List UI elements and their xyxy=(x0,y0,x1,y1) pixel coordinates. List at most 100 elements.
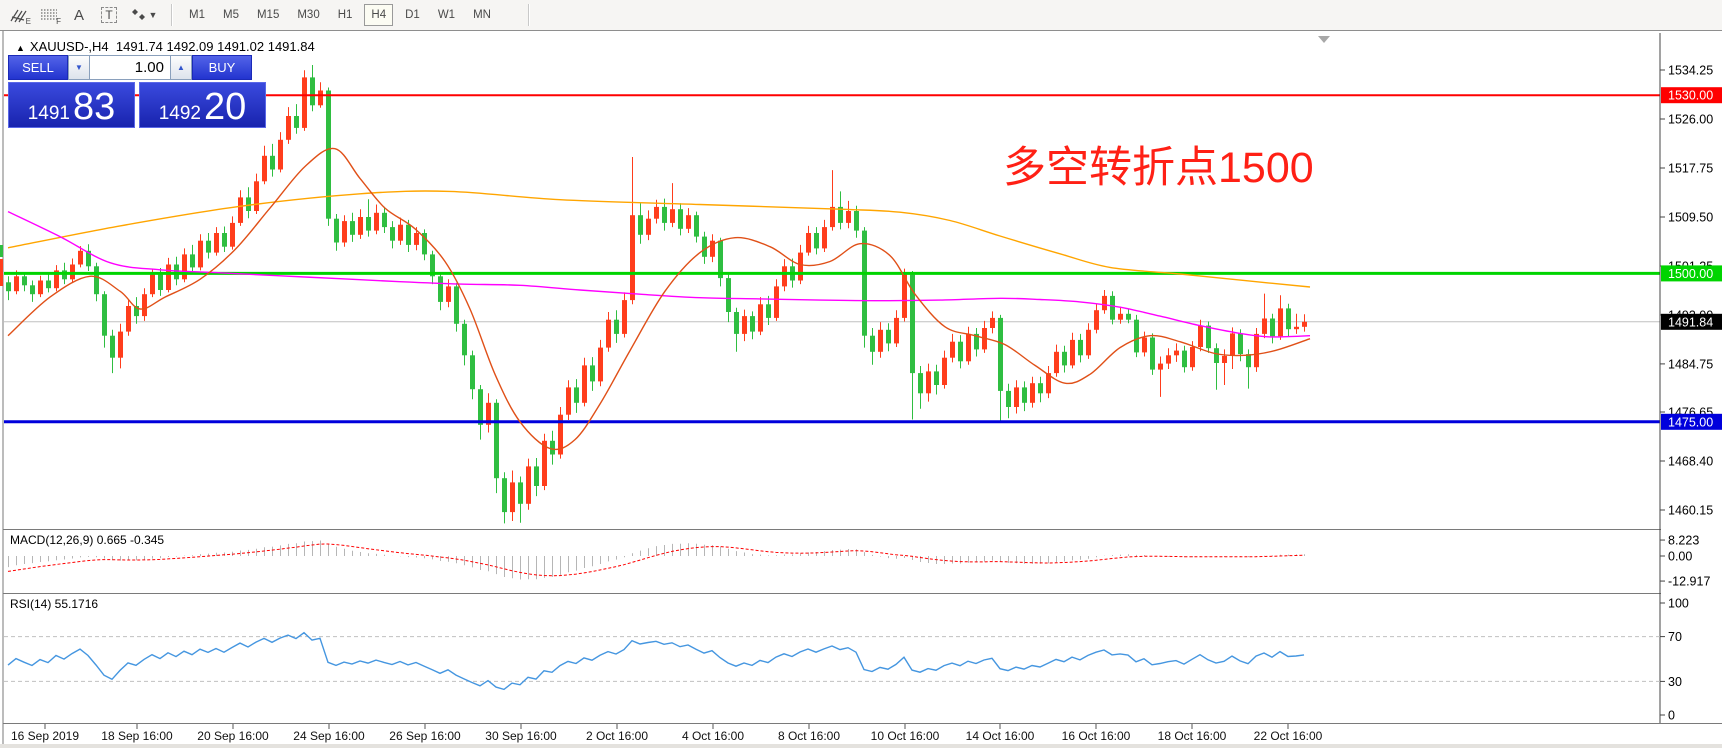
candle xyxy=(630,157,635,305)
candle xyxy=(46,274,51,293)
candle xyxy=(310,65,315,112)
sell-button[interactable]: SELL xyxy=(8,55,68,80)
time-axis-label: 26 Sep 16:00 xyxy=(389,729,461,743)
price-badge-text: 1491.84 xyxy=(1668,315,1713,329)
candle xyxy=(6,276,11,301)
tf-button-M30[interactable]: M30 xyxy=(297,9,320,21)
candle xyxy=(862,227,867,348)
tf-button-M15[interactable]: M15 xyxy=(256,9,280,21)
candle xyxy=(374,204,379,235)
candle xyxy=(1182,345,1187,373)
candle xyxy=(774,279,779,321)
candle xyxy=(1022,381,1027,412)
candle xyxy=(182,248,187,283)
tf-button-M5[interactable]: M5 xyxy=(222,9,239,21)
candle xyxy=(694,211,699,243)
candle xyxy=(1142,331,1147,357)
tf-button-MN[interactable]: MN xyxy=(473,9,491,21)
candle xyxy=(894,310,899,347)
candle xyxy=(918,366,923,409)
chart-ohlc-header: ▲ XAUUSD-,H4 1491.74 1492.09 1491.02 1491… xyxy=(16,39,315,54)
candle xyxy=(1174,343,1179,362)
candle xyxy=(838,191,843,230)
tf-button-D1[interactable]: D1 xyxy=(405,9,420,21)
candle xyxy=(54,265,59,292)
candle xyxy=(998,314,1003,423)
candle xyxy=(118,323,123,369)
candle xyxy=(262,145,267,185)
candle xyxy=(622,292,627,338)
collapse-triangle-icon[interactable]: ▲ xyxy=(16,43,25,53)
tf-button-H1[interactable]: H1 xyxy=(337,9,353,21)
sell-price-pips: 83 xyxy=(73,85,116,128)
sell-price-box[interactable]: 1491 83 xyxy=(8,82,135,128)
candle xyxy=(1150,333,1155,375)
price-axis-label: 1468.40 xyxy=(1668,455,1713,469)
arrows-glyph xyxy=(131,9,145,20)
chart-shift-marker-icon[interactable] xyxy=(1318,36,1330,43)
candle xyxy=(190,244,195,274)
candle xyxy=(1046,366,1051,399)
text-box-icon[interactable]: T xyxy=(95,3,123,27)
sell-price-major: 1491 xyxy=(27,103,70,124)
candle xyxy=(1158,356,1163,397)
text-label-icon[interactable]: A xyxy=(65,3,93,27)
buy-price-box[interactable]: 1492 20 xyxy=(139,82,266,128)
candle xyxy=(198,234,203,271)
tf-button-M1[interactable]: M1 xyxy=(189,9,205,21)
candle xyxy=(30,280,35,302)
macd-histogram xyxy=(8,540,1305,580)
candle xyxy=(646,210,651,241)
candle xyxy=(238,190,243,226)
rsi-axis-label: 70 xyxy=(1668,630,1682,644)
price-axis-label: 1460.15 xyxy=(1668,504,1713,518)
price-badge-1475.00 xyxy=(1661,413,1722,430)
fibonacci-channel-icon[interactable]: F xyxy=(35,3,63,27)
candle xyxy=(382,206,387,233)
candle xyxy=(910,271,915,420)
candle xyxy=(1302,314,1307,332)
macd-axis-label: 8.223 xyxy=(1668,534,1699,548)
candle xyxy=(350,212,355,242)
macd-axis-label: 0.00 xyxy=(1668,550,1692,564)
candle xyxy=(614,310,619,343)
candle xyxy=(1230,327,1235,369)
time-axis-label: 18 Oct 16:00 xyxy=(1158,729,1227,743)
candle xyxy=(366,199,371,237)
chevron-down-icon: ▼ xyxy=(148,10,158,20)
candle xyxy=(142,288,147,321)
timeframe-buttons: M1 M5 M15 M30 H1 H4 D1 W1 MN xyxy=(180,4,500,26)
candle xyxy=(1014,380,1019,414)
candle xyxy=(1102,290,1107,314)
elliott-wave-icon[interactable]: E xyxy=(5,3,33,27)
tf-button-H4[interactable]: H4 xyxy=(364,4,394,26)
candle xyxy=(542,433,547,491)
candle xyxy=(1214,343,1219,390)
candle xyxy=(1094,304,1099,334)
volume-down-button[interactable]: ▼ xyxy=(68,55,90,80)
volume-input[interactable] xyxy=(90,55,170,80)
volume-up-button[interactable]: ▲ xyxy=(170,55,192,80)
candle xyxy=(1262,293,1267,339)
candle xyxy=(422,229,427,261)
one-click-trade-panel: SELL ▼ ▲ BUY 1491 83 1492 20 xyxy=(8,55,266,128)
candle xyxy=(1054,344,1059,377)
candle xyxy=(1246,349,1251,389)
arrow-marker-icon[interactable]: ▼ xyxy=(125,3,163,27)
buy-price-pips: 20 xyxy=(204,85,247,128)
tf-button-W1[interactable]: W1 xyxy=(437,9,456,21)
candle xyxy=(742,309,747,342)
candle xyxy=(558,407,563,459)
candle xyxy=(1078,333,1083,363)
candle xyxy=(110,329,115,374)
candle xyxy=(814,227,819,255)
candle xyxy=(582,357,587,407)
candle xyxy=(702,231,707,264)
candle xyxy=(1134,314,1139,358)
text-label-glyph: A xyxy=(73,6,84,24)
buy-button[interactable]: BUY xyxy=(192,55,252,80)
candle xyxy=(1038,376,1043,403)
candle xyxy=(246,187,251,219)
candle xyxy=(1198,319,1203,352)
